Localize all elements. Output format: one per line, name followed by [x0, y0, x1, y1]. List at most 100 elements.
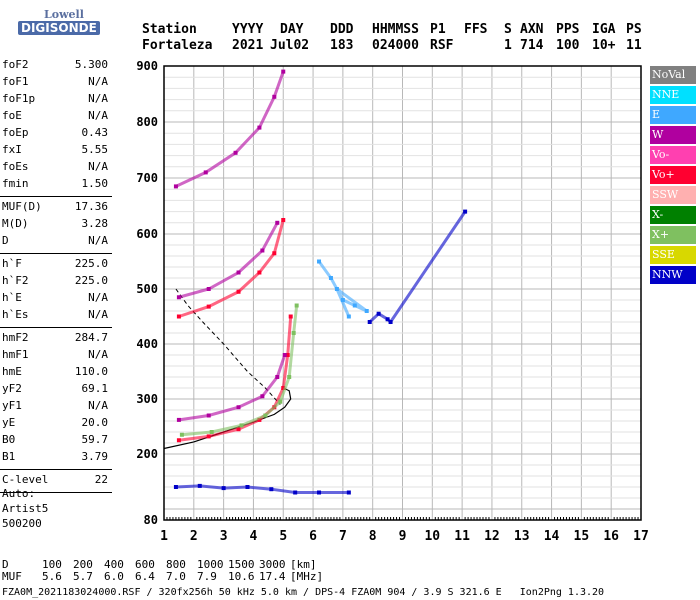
header-label-3: DDD	[330, 22, 354, 37]
param-value: 0.43	[81, 126, 109, 139]
header-label-9: PPS	[556, 22, 580, 37]
trace-nnw	[368, 210, 467, 325]
x-tick-label: 10	[424, 529, 440, 544]
param-row: foF1 N/A	[0, 75, 112, 92]
x-tick-label: 5	[279, 529, 287, 544]
param-name: h`E	[2, 291, 22, 304]
muf-label: MUF	[2, 570, 22, 583]
param-value: N/A	[88, 160, 108, 173]
param-row: MUF(D) 17.36	[0, 200, 112, 217]
param-name: C-level	[2, 473, 49, 486]
muf-unit: [MHz]	[290, 570, 324, 583]
param-name: fmin	[2, 177, 29, 190]
header-value-5: RSF	[430, 38, 454, 53]
header-value-1: 2021	[232, 38, 264, 53]
legend-item-vo: Vo+	[650, 166, 696, 184]
header-value-9: 10+	[592, 38, 616, 53]
distance-value: 3000	[259, 558, 286, 571]
trace-e	[317, 260, 368, 318]
plot-frame	[163, 65, 642, 521]
header-label-5: P1	[430, 22, 446, 37]
x-tick-label: 7	[339, 529, 347, 544]
legend: NoVal NNE E W Vo- Vo+ SSW X- X+ SSE NNW	[650, 66, 696, 286]
legend-item-e: E	[650, 106, 696, 124]
param-value: N/A	[88, 109, 108, 122]
y-tick-label: 300	[136, 392, 158, 406]
param-name: foEp	[2, 126, 29, 139]
header-value-6: 1	[504, 38, 512, 53]
param-divider	[0, 327, 112, 328]
legend-item-sse: SSE	[650, 246, 696, 264]
param-row: D N/A	[0, 234, 112, 251]
param-value: N/A	[88, 291, 108, 304]
distance-value: 1500	[228, 558, 255, 571]
param-name: MUF(D)	[2, 200, 42, 213]
legend-item-nne: NNE	[650, 86, 696, 104]
x-tick-label: 8	[369, 529, 377, 544]
param-row: h`Es N/A	[0, 308, 112, 325]
param-row: fxI 5.55	[0, 143, 112, 160]
trace-w	[178, 354, 287, 422]
param-value: 17.36	[74, 200, 108, 213]
legend-item-ssw: SSW	[650, 186, 696, 204]
x-tick-label: 17	[633, 529, 649, 544]
param-value: 59.7	[81, 433, 109, 446]
distance-unit: [km]	[290, 558, 317, 571]
legend-item-w: W	[650, 126, 696, 144]
param-name: hmF2	[2, 331, 29, 344]
model-profile-dashed	[175, 288, 281, 405]
trace-es	[175, 484, 349, 494]
param-row: hmF2 284.7	[0, 331, 112, 348]
x-tick-label: 3	[220, 529, 228, 544]
muf-value: 6.0	[104, 570, 124, 583]
header-label-11: PS	[626, 22, 642, 37]
x-tick-label: 11	[454, 529, 470, 544]
distance-value: 600	[135, 558, 155, 571]
y-tick-label: 700	[136, 171, 158, 185]
param-name: foF1p	[2, 92, 36, 105]
muf-value: 17.4	[259, 570, 286, 583]
param-value: N/A	[88, 308, 108, 321]
x-tick-label: 13	[514, 529, 530, 544]
distance-value: 400	[104, 558, 124, 571]
header-value-2: Jul02	[270, 38, 310, 53]
x-tick-label: 15	[574, 529, 590, 544]
param-value: 110.0	[74, 365, 108, 378]
header-label-1: YYYY	[232, 22, 264, 37]
muf-value: 5.6	[42, 570, 62, 583]
param-name: foF1	[2, 75, 29, 88]
param-row: h`F 225.0	[0, 257, 112, 274]
y-tick-label: 80	[144, 513, 158, 527]
logo-digisonde-text: DIGISONDE	[18, 21, 100, 35]
param-row: foE N/A	[0, 109, 112, 126]
muf-value: 7.9	[197, 570, 217, 583]
param-divider	[0, 492, 112, 493]
param-name: B0	[2, 433, 16, 446]
header-label-4: HHMMSS	[372, 22, 419, 37]
distance-value: 800	[166, 558, 186, 571]
param-name: foE	[2, 109, 22, 122]
header-label-2: DAY	[280, 22, 304, 37]
muf-value: 10.6	[228, 570, 255, 583]
param-value: N/A	[88, 399, 108, 412]
header-label-0: Station	[142, 22, 197, 37]
distance-value: 200	[73, 558, 93, 571]
param-divider	[0, 196, 112, 197]
model-profile-curve	[163, 387, 292, 450]
param-name: foEs	[2, 160, 29, 173]
distance-value: 100	[42, 558, 62, 571]
header-label-6: FFS	[464, 22, 488, 37]
y-tick-label: 900	[136, 59, 158, 73]
x-tick-label: 16	[603, 529, 619, 544]
distance-value: 1000	[197, 558, 224, 571]
muf-value: 6.4	[135, 570, 155, 583]
param-value: 5.300	[74, 58, 108, 71]
muf-value: 7.0	[166, 570, 186, 583]
param-name: yF1	[2, 399, 22, 412]
param-row: B0 59.7	[0, 433, 112, 450]
legend-item-x: X-	[650, 206, 696, 224]
x-tick-label: 12	[484, 529, 500, 544]
param-name: fxI	[2, 143, 22, 156]
trace-vo--2nd-hop	[178, 219, 285, 318]
y-tick-label: 400	[136, 337, 158, 351]
